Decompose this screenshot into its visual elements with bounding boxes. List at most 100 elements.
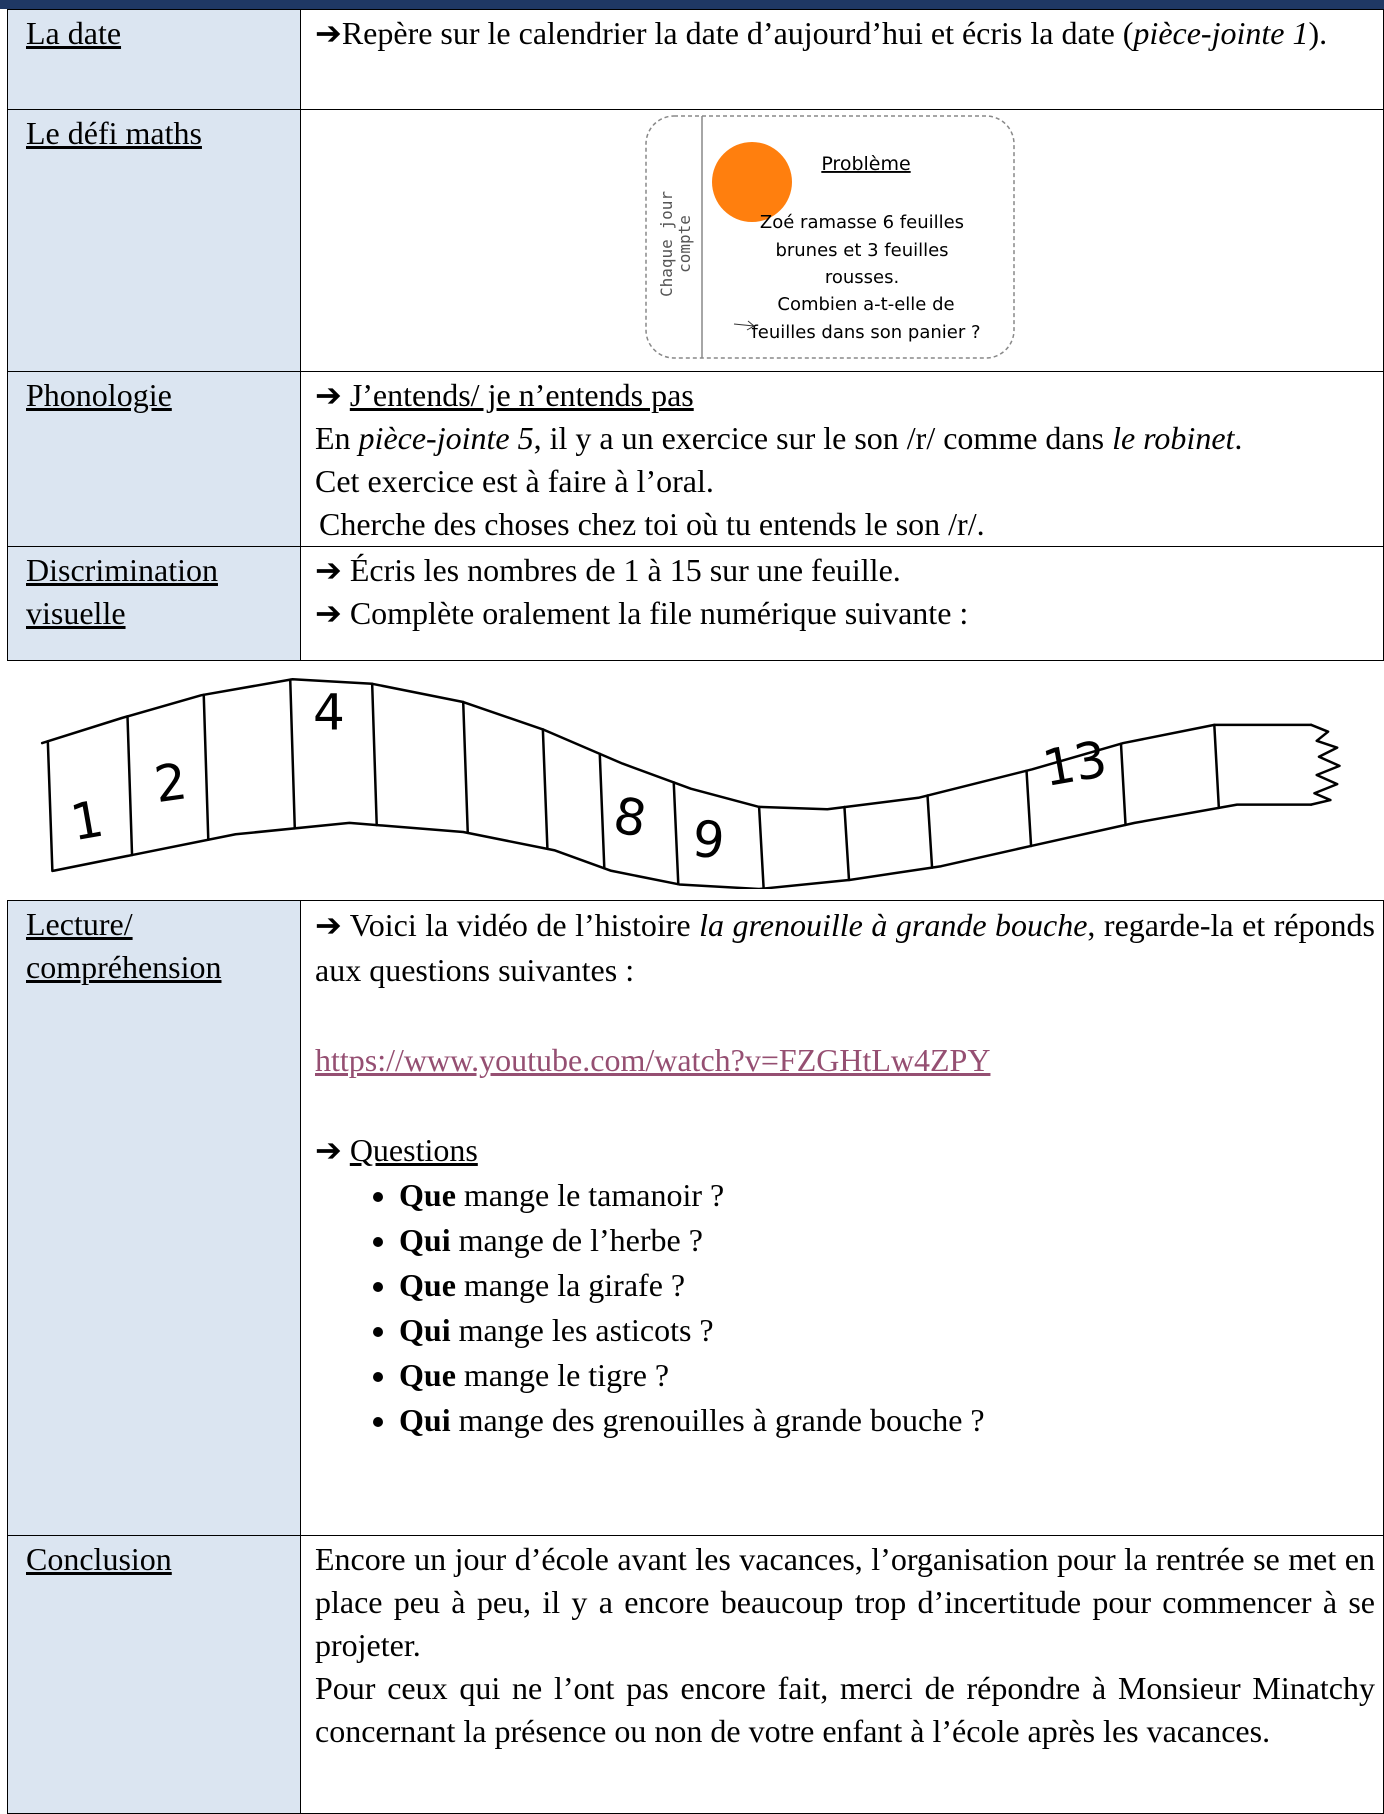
question: Que mange la girafe ? (399, 1263, 1375, 1308)
strip-outline (844, 807, 849, 880)
question-text: mange des grenouilles à grande bouche ? (451, 1402, 985, 1438)
row-label: Conclusion (8, 1536, 301, 1814)
row-label: Le défi maths (8, 110, 301, 372)
row-content: ➔ Écris les nombres de 1 à 15 sur une fe… (301, 547, 1384, 661)
question-text: mange le tigre ? (456, 1357, 669, 1393)
question-word: Que (399, 1267, 456, 1303)
row: Conclusion Encore un jour d’école avant … (8, 1536, 1384, 1814)
schedule-table: La date ➔Repère sur le calendrier la dat… (7, 9, 1384, 1814)
card-line: brunes et 3 feuilles (775, 240, 948, 261)
text: pièce-jointe 5 (359, 420, 534, 456)
row-content: Chaque jour compte Problème Zoé ramasse … (301, 110, 1384, 372)
label-line: compréhension (26, 946, 300, 989)
row-content: Encore un jour d’école avant les vacance… (301, 1536, 1384, 1814)
row: Lecture/compréhension ➔ Voici la vidéo d… (8, 901, 1384, 1536)
text: . (1234, 420, 1242, 456)
strip-outline (1311, 725, 1339, 805)
text: la grenouille à grande bouche (699, 907, 1087, 943)
strip-outline (542, 729, 547, 848)
row: Phonologie ➔ J’entends/ je n’entends pas… (8, 372, 1384, 547)
arrow: ➔ (315, 15, 342, 51)
strip-outline (372, 684, 377, 825)
question: Qui mange de l’herbe ? (399, 1218, 1375, 1263)
question-word: Que (399, 1177, 456, 1213)
line: Cherche des choses chez toi où tu entend… (315, 503, 1375, 546)
strip-outline (673, 782, 678, 884)
row-content: ➔ J’entends/ je n’entends pas En pièce-j… (301, 372, 1384, 547)
strip-number: 1 (66, 789, 108, 853)
strip-number: 4 (312, 682, 344, 741)
arrow: ➔ (315, 595, 342, 631)
orange-dot (712, 142, 792, 222)
paragraph: Pour ceux qui ne l’ont pas encore fait, … (315, 1667, 1375, 1753)
label-line: Lecture/ (26, 903, 300, 946)
row-content: ➔Repère sur le calendrier la date d’aujo… (301, 10, 1384, 110)
arrow: ➔ (315, 552, 342, 588)
question-text: mange de l’herbe ? (451, 1222, 703, 1258)
strip-outline (1026, 771, 1031, 846)
line: En pièce-jointe 5, il y a un exercice su… (315, 417, 1375, 460)
paragraph: Encore un jour d’école avant les vacance… (315, 1538, 1375, 1667)
line: https://www.youtube.com/watch?v=FZGHtLw4… (315, 1038, 1375, 1083)
line: ➔ Questions (315, 1128, 1375, 1173)
strip-outline (927, 796, 932, 868)
line: ➔ J’entends/ je n’entends pas (315, 374, 1375, 417)
label-line: visuelle (26, 592, 300, 635)
card-line: feuilles dans son panier ? (751, 322, 980, 343)
text: pièce-jointe 1 (1133, 15, 1308, 51)
text: En (315, 420, 359, 456)
card-line: rousses. (825, 267, 899, 288)
video-link[interactable]: https://www.youtube.com/watch?v=FZGHtLw4… (315, 1042, 990, 1078)
strip-number: 9 (689, 809, 727, 871)
line: Cet exercice est à faire à l’oral. (315, 460, 1375, 503)
question-text: mange la girafe ? (456, 1267, 685, 1303)
side-line: compte (675, 215, 694, 273)
arrow: ➔ (315, 1132, 342, 1168)
strip-outline (42, 679, 1311, 809)
strip-number: 8 (609, 785, 651, 849)
text: Repère sur le calendrier la date d’aujou… (342, 15, 1134, 51)
number-strip: 1 2 4 8 9 13 (8, 661, 1384, 889)
card-line: Combien a-t-elle de (777, 294, 954, 315)
question: Que mange le tamanoir ? (399, 1173, 1375, 1218)
row: La date ➔Repère sur le calendrier la dat… (8, 10, 1384, 110)
strip-outline (203, 695, 208, 840)
strip-outline (759, 807, 764, 889)
row: 1 2 4 8 9 13 (8, 661, 1384, 901)
question: Qui mange des grenouilles à grande bouch… (399, 1398, 1375, 1443)
card-heading: Problème (821, 153, 910, 175)
text: , il y a un exercice sur le son /r/ comm… (534, 420, 1112, 456)
row-label: La date (8, 10, 301, 110)
strip-outline (47, 741, 52, 871)
strip-outline (127, 716, 132, 855)
text: Écris les nombres de 1 à 15 sur une feui… (350, 552, 901, 588)
strip-outline (1214, 725, 1219, 808)
strip-number: 13 (1038, 729, 1111, 798)
text: Voici la vidéo de l’histoire (350, 907, 699, 943)
strip-outline (53, 805, 1311, 889)
strip-outline (290, 680, 295, 829)
row-content: ➔ Voici la vidéo de l’histoire la grenou… (301, 901, 1384, 1536)
text: ). (1308, 15, 1327, 51)
question-text: mange le tamanoir ? (456, 1177, 724, 1213)
subtitle: J’entends/ je n’entends pas (350, 377, 694, 413)
card-line: Zoé ramasse 6 feuilles (760, 212, 964, 233)
line: ➔ Complète oralement la file numérique s… (315, 592, 1375, 635)
question-word: Qui (399, 1222, 451, 1258)
question-word: Qui (399, 1312, 451, 1348)
text: le robinet (1112, 420, 1234, 456)
question: Qui mange les asticots ? (399, 1308, 1375, 1353)
line: ➔ Écris les nombres de 1 à 15 sur une fe… (315, 549, 1375, 592)
question-text: mange les asticots ? (451, 1312, 714, 1348)
question: Que mange le tigre ? (399, 1353, 1375, 1398)
question-list: Que mange le tamanoir ?Qui mange de l’he… (315, 1173, 1375, 1443)
strip-outline (463, 702, 468, 833)
row-label: Phonologie (8, 372, 301, 547)
paragraph: ➔ Voici la vidéo de l’histoire la grenou… (315, 903, 1375, 993)
row: Le défi maths Chaque jour compte Problèm… (8, 110, 1384, 372)
text: Complète oralement la file numérique sui… (350, 595, 968, 631)
strip-outline (599, 754, 604, 868)
